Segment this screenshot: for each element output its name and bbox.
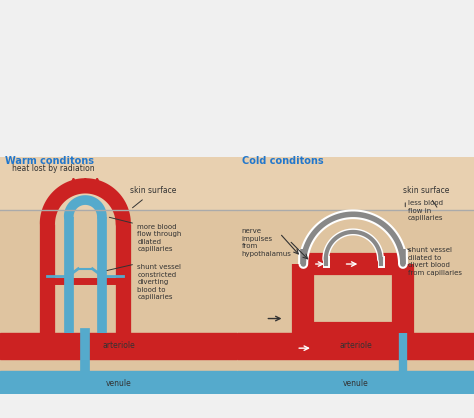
- Bar: [237, 158, 474, 209]
- Text: heat lost by radiation: heat lost by radiation: [12, 163, 94, 173]
- Text: nerve
impulses
from
hypothalamus: nerve impulses from hypothalamus: [242, 229, 292, 257]
- Text: venule: venule: [343, 379, 368, 387]
- Text: shunt vessel
constricted
diverting
blood to
capiliaries: shunt vessel constricted diverting blood…: [137, 264, 182, 300]
- Text: more blood
flow through
dilated
capillaries: more blood flow through dilated capillar…: [137, 224, 182, 252]
- Text: skin surface: skin surface: [130, 186, 177, 208]
- Text: skin surface: skin surface: [403, 186, 449, 207]
- Text: Warm conditons: Warm conditons: [5, 156, 94, 166]
- Bar: [0, 333, 237, 359]
- Text: arteriole: arteriole: [102, 341, 135, 350]
- Bar: [0, 371, 237, 394]
- Text: venule: venule: [106, 379, 131, 387]
- Bar: [0, 158, 237, 209]
- Bar: [237, 333, 474, 359]
- Text: shunt vessel
dilated to
divert blood
from capillaries: shunt vessel dilated to divert blood fro…: [408, 247, 462, 276]
- Text: less blood
flow in
capillaries: less blood flow in capillaries: [408, 200, 443, 221]
- Bar: [237, 371, 474, 394]
- Text: Cold conditons: Cold conditons: [242, 156, 323, 166]
- Text: arteriole: arteriole: [339, 341, 372, 350]
